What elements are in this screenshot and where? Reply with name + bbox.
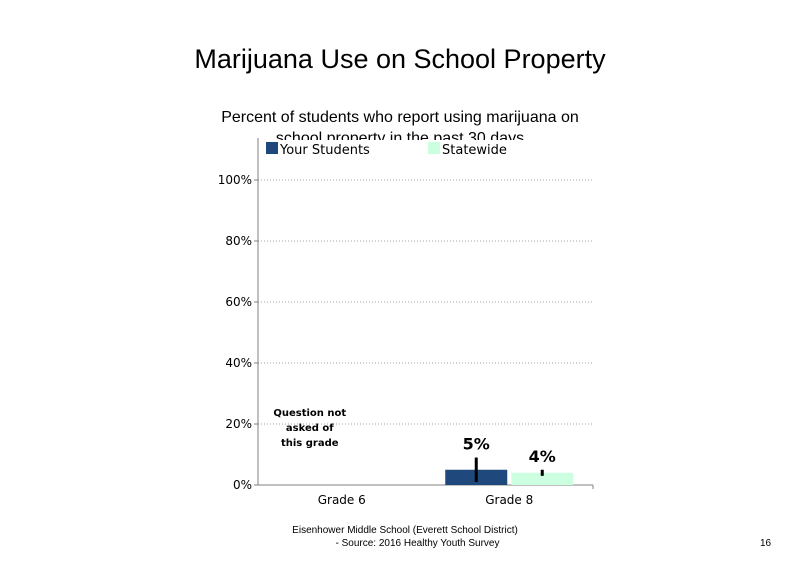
page-number: 16 (760, 538, 772, 549)
y-tick-label: 80% (225, 234, 252, 248)
y-tick-label: 60% (225, 295, 252, 309)
legend-swatch (428, 142, 440, 154)
footer: Eisenhower Middle School (Everett School… (270, 524, 540, 550)
y-tick-label: 100% (218, 173, 252, 187)
footer-source: - Source: 2016 Healthy Youth Survey (335, 538, 500, 549)
x-tick-label: Grade 8 (485, 493, 533, 507)
data-label: 5% (463, 435, 490, 454)
x-tick-label: Grade 6 (318, 493, 366, 507)
legend-swatch (266, 142, 278, 154)
y-tick-label: 20% (225, 417, 252, 431)
annotation: Question not asked of this grade (273, 408, 346, 449)
legend-label: Your Students (279, 143, 370, 158)
bar (511, 472, 574, 485)
chart-subtitle: Percent of students who report using mar… (221, 109, 579, 140)
y-tick-label: 40% (225, 356, 252, 370)
y-tick-label: 0% (233, 478, 252, 492)
chart-title: Marijuana Use on School Property (194, 44, 606, 74)
footer-school: Eisenhower Middle School (Everett School… (292, 525, 518, 536)
legend-label: Statewide (442, 143, 507, 158)
data-label: 4% (529, 447, 556, 466)
